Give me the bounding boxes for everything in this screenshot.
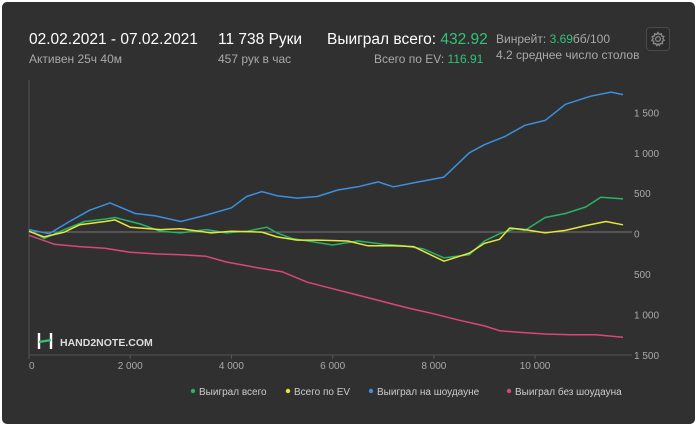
settings-button[interactable]	[646, 27, 670, 51]
winrate-label: Винрейт:	[496, 32, 547, 46]
legend-label: Выиграл на шоудауне	[377, 387, 480, 398]
won-total-label: Выиграл всего:	[327, 31, 437, 48]
y-tick-label: 1 500	[634, 108, 659, 119]
hands-per-hour: 457 рук в час	[218, 52, 292, 66]
x-tick-label: 0	[29, 361, 35, 372]
hand2note-logo-icon	[37, 333, 53, 349]
avg-tables: 4.2 среднее число столов	[496, 48, 640, 62]
legend-label: Всего по EV	[294, 387, 350, 398]
watermark: HAND2NOTE.COM	[37, 333, 153, 349]
hands-count: 11 738 Руки	[218, 31, 303, 48]
y-tick-label: 0	[634, 230, 640, 241]
ev-total-value: 116.91	[447, 52, 484, 66]
stats-panel	[2, 2, 695, 424]
date-range: 02.02.2021 - 07.02.2021	[29, 31, 198, 48]
y-tick-label: 500	[634, 189, 651, 200]
x-tick-label: 8 000	[421, 361, 446, 372]
series-line-3	[28, 234, 624, 338]
winrate-unit: бб/100	[572, 32, 611, 46]
legend-marker	[190, 388, 196, 394]
legend-marker	[285, 388, 291, 394]
legend-label: Выиграл без шоудауна	[515, 386, 622, 398]
y-tick-label: 500	[634, 270, 651, 281]
watermark-text: HAND2NOTE.COM	[60, 337, 153, 349]
x-tick-label: 10 000	[520, 361, 551, 372]
y-tick-label: 1 000	[634, 149, 659, 160]
x-tick-label: 6 000	[320, 361, 345, 372]
ev-total: Всего по EV: 116.91	[374, 52, 483, 66]
x-tick-label: 4 000	[219, 361, 244, 372]
series-line-2	[28, 91, 624, 235]
series-line-1	[28, 219, 624, 262]
x-tick-label: 2 000	[118, 361, 143, 372]
y-tick-label: 1 500	[634, 351, 659, 362]
winrate: Винрейт: 3.69бб/100	[496, 32, 610, 46]
won-total-value: 432.92	[440, 31, 488, 48]
gear-icon	[650, 31, 666, 47]
y-tick-label: 1 000	[634, 311, 659, 322]
won-total: Выиграл всего: 432.92	[327, 31, 488, 49]
ev-total-label: Всего по EV:	[374, 52, 445, 66]
active-time: Активен 25ч 40м	[29, 52, 122, 66]
legend-label: Выиграл всего	[199, 387, 267, 398]
legend-marker	[368, 388, 374, 394]
legend-marker	[506, 388, 512, 394]
winrate-value: 3.69	[549, 32, 573, 46]
